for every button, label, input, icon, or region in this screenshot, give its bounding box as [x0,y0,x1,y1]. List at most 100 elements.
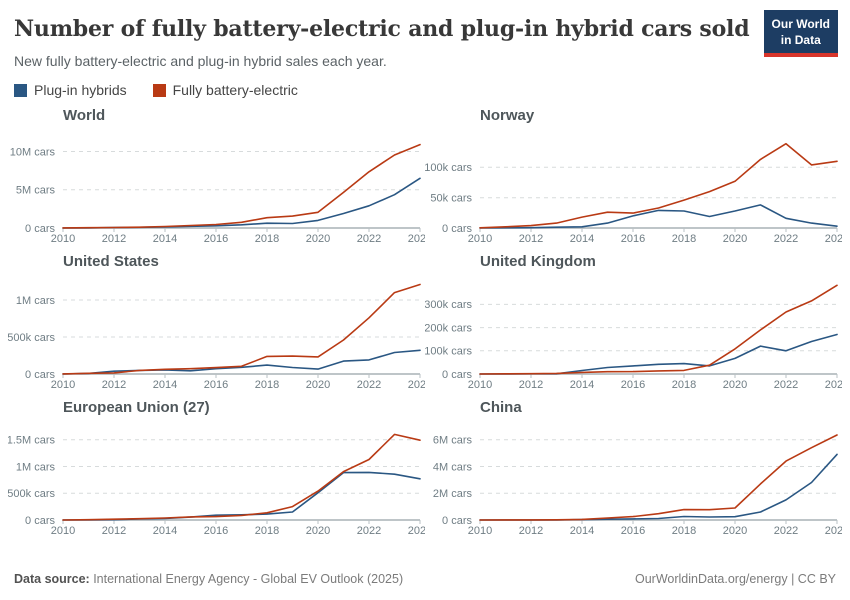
series-line-bev-china [479,434,838,521]
x-axis-tick-label: 2024 [825,525,842,537]
x-axis-tick-label: 2016 [204,233,228,245]
legend-item-fully-battery-electric: Fully battery-electric [152,82,298,98]
series-line-phev-world [62,177,421,229]
footer-link[interactable]: OurWorldinData.org/energy | CC BY [634,572,836,586]
bev-legend-swatch [152,83,166,97]
y-axis-tick-label: 10M cars [10,146,56,158]
owid-logo: Our World in Data [763,10,838,58]
x-axis-tick-label: 2012 [519,233,543,245]
y-axis-tick-label: 300k cars [425,299,472,311]
x-axis-tick-label: 2010 [468,233,492,245]
x-axis-tick-label: 2016 [204,525,228,537]
x-axis-tick-label: 2014 [153,525,177,537]
chart-panel-title-european-union-27: European Union (27) [63,399,210,416]
x-axis-tick-label: 2012 [102,525,126,537]
x-axis-tick-label: 2012 [519,525,543,537]
x-axis-tick-label: 2020 [306,233,330,245]
x-axis-tick-label: 2014 [570,379,594,391]
x-axis-tick-label: 2022 [357,379,381,391]
x-axis-tick-label: 2022 [774,525,798,537]
charts-grid: World 0 cars 5M cars 10M cars 2010 2012 2014 20… [8,107,842,545]
x-axis-tick-label: 2018 [672,525,696,537]
legend: Plug-in hybrids Fully battery-electric [14,82,836,98]
owid-logo-line1: Our World [771,17,830,31]
x-axis-tick-label: 2024 [408,525,425,537]
y-axis-tick-label: 1M cars [16,461,56,473]
chart-panel-title-china: China [480,399,522,416]
x-axis-tick-label: 2022 [357,525,381,537]
x-axis-tick-label: 2018 [255,233,279,245]
x-axis-tick-label: 2022 [357,233,381,245]
chart-panel-title-norway: Norway [480,107,535,124]
x-axis-tick-label: 2010 [51,525,75,537]
phev-legend-label: Plug-in hybrids [34,82,127,98]
x-axis-tick-label: 2016 [621,525,645,537]
bev-legend-label: Fully battery-electric [172,82,298,98]
y-axis-tick-label: 100k cars [425,346,472,358]
chart-panel-title-united-states: United States [63,253,159,270]
chart-svg-united-kingdom: 0 cars 100k cars 200k cars 300k cars 2010 201… [425,284,842,391]
y-axis-tick-label: 0 cars [25,223,55,235]
x-axis-tick-label: 2020 [723,233,747,245]
y-axis-tick-label: 1.5M cars [8,435,55,447]
x-axis-tick-label: 2020 [306,525,330,537]
x-axis-tick-label: 2024 [408,379,425,391]
chart-panel-title-united-kingdom: United Kingdom [480,253,596,270]
x-axis-tick-label: 2024 [825,233,842,245]
x-axis-tick-label: 2018 [672,233,696,245]
x-axis-tick-label: 2012 [102,233,126,245]
x-axis-tick-label: 2018 [672,379,696,391]
y-axis-tick-label: 50k cars [430,193,472,205]
y-axis-tick-label: 2M cars [433,488,473,500]
x-axis-tick-label: 2012 [102,379,126,391]
x-axis-tick-label: 2020 [306,379,330,391]
chart-subtitle: New fully battery-electric and plug-in h… [14,53,387,69]
legend-item-plug-in-hybrids: Plug-in hybrids [14,82,127,98]
y-axis-tick-label: 1M cars [16,295,56,307]
x-axis-tick-label: 2014 [570,233,594,245]
x-axis-tick-label: 2022 [774,233,798,245]
x-axis-tick-label: 2016 [621,233,645,245]
y-axis-tick-label: 6M cars [433,435,473,447]
chart-panel-world: World 0 cars 5M cars 10M cars 2010 2012 2014 20… [8,107,425,253]
series-line-phev-united-states [62,349,421,375]
series-line-phev-united-kingdom [479,333,838,375]
page-title: Number of fully battery-electric and plu… [14,16,750,42]
x-axis-tick-label: 2020 [723,525,747,537]
chart-panel-united-kingdom: United Kingdom 0 cars 100k cars 200k cars 30… [425,253,842,399]
series-line-phev-norway [479,204,838,229]
y-axis-tick-label: 0 cars [442,369,472,381]
chart-panel-united-states: United States 0 cars 500k cars 1M cars 2010 2… [8,253,425,399]
series-line-bev-european-union-27 [62,433,421,521]
data-source: Data source: International Energy Agency… [14,572,403,586]
series-line-phev-european-union-27 [62,471,421,521]
x-axis-tick-label: 2010 [51,233,75,245]
phev-legend-swatch [14,83,27,97]
x-axis-tick-label: 2010 [468,379,492,391]
x-axis-tick-label: 2016 [204,379,228,391]
chart-svg-world: 0 cars 5M cars 10M cars 2010 2012 2014 2016 201… [10,143,425,245]
chart-panel-norway: Norway 0 cars 50k cars 100k cars 2010 2012 201… [425,107,842,253]
x-axis-tick-label: 2022 [774,379,798,391]
x-axis-tick-label: 2010 [51,379,75,391]
x-axis-tick-label: 2014 [153,233,177,245]
chart-svg-norway: 0 cars 50k cars 100k cars 2010 2012 2014 2016 2… [425,142,842,245]
chart-svg-european-union-27: 0 cars 500k cars 1M cars 1.5M cars 2010 2012 2… [8,433,425,537]
y-axis-tick-label: 200k cars [425,322,472,334]
series-line-bev-united-states [62,283,421,375]
x-axis-tick-label: 2016 [621,379,645,391]
chart-svg-united-states: 0 cars 500k cars 1M cars 2010 2012 2014 2016 20… [8,283,425,391]
series-line-bev-united-kingdom [479,284,838,375]
chart-panel-european-union-27: European Union (27) 0 cars 500k cars 1M car… [8,399,425,545]
y-axis-tick-label: 0 cars [25,369,55,381]
footer: Data source: International Energy Agency… [14,572,836,586]
y-axis-tick-label: 5M cars [16,185,56,197]
data-source-label: Data source: [14,572,90,586]
x-axis-tick-label: 2020 [723,379,747,391]
x-axis-tick-label: 2024 [825,379,842,391]
y-axis-tick-label: 0 cars [25,515,55,527]
chart-svg-china: 0 cars 2M cars 4M cars 6M cars 2010 2012 2014 2… [433,434,842,537]
x-axis-tick-label: 2012 [519,379,543,391]
y-axis-tick-label: 500k cars [8,488,55,500]
